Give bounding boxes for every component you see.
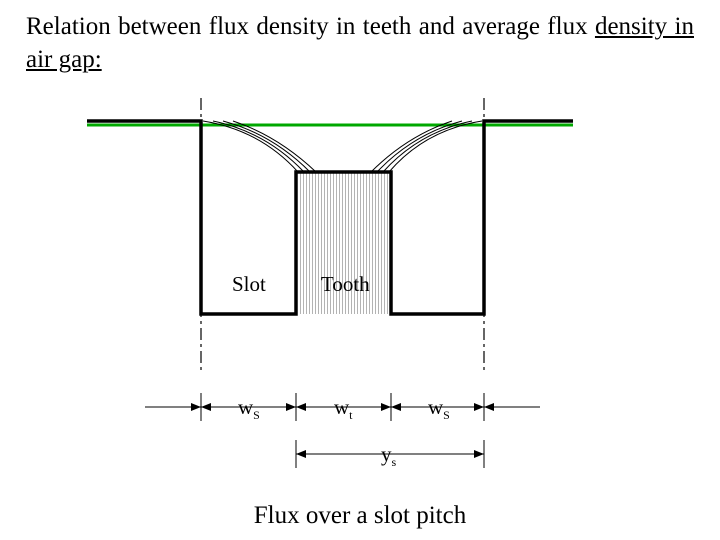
slot-label: Slot — [232, 272, 266, 297]
figure-caption: Flux over a slot pitch — [0, 502, 720, 530]
ys-label: ys — [381, 442, 396, 470]
flux-funnel-left — [203, 121, 316, 172]
flux-funnel-right — [371, 121, 482, 172]
wt-label: wt — [334, 395, 353, 423]
diagram-svg — [0, 0, 720, 540]
ws-label-left: wS — [238, 395, 260, 423]
tooth-label: Tooth — [321, 272, 370, 297]
ws-label-right: wS — [428, 395, 450, 423]
